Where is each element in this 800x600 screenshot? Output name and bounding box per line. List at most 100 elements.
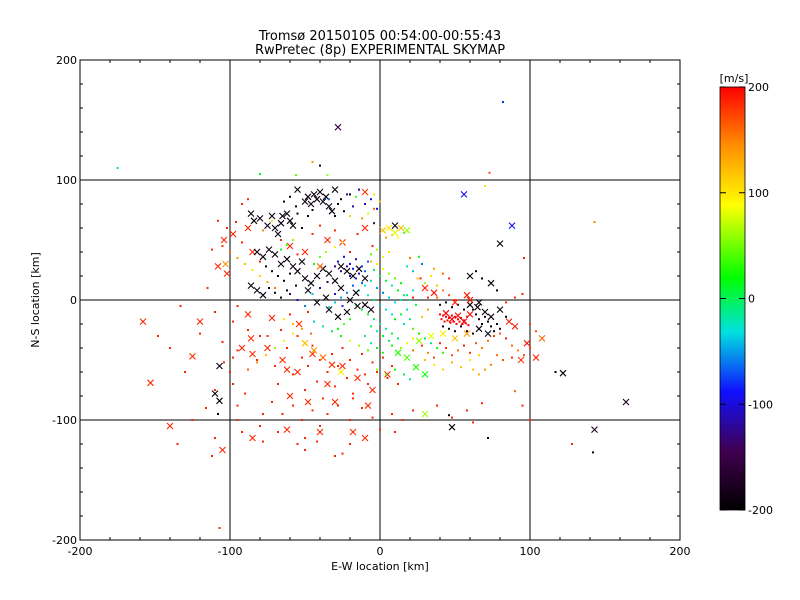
data-point-dot: [292, 332, 294, 335]
data-point-cross: [442, 309, 450, 317]
data-point-dot: [116, 167, 119, 169]
data-point-dot: [391, 332, 393, 335]
data-point-dot: [481, 323, 483, 325]
data-point-cross: [328, 361, 336, 369]
data-point-dot: [340, 296, 342, 299]
data-point-dot: [241, 431, 243, 433]
data-point-dot: [412, 327, 414, 330]
data-point-dot: [370, 253, 372, 256]
data-point-dot: [326, 371, 329, 373]
data-point-dot: [487, 339, 489, 342]
data-point-dot: [391, 344, 393, 347]
data-point-dot: [481, 402, 483, 405]
data-point-cross: [384, 371, 391, 378]
data-point-dot: [454, 299, 456, 301]
data-point-dot: [313, 320, 315, 323]
data-point-dot: [451, 361, 453, 364]
y-tick-label: -200: [52, 534, 77, 547]
colorbar-tick-label: 100: [748, 187, 769, 200]
data-point-dot: [266, 335, 269, 337]
data-point-dot: [319, 164, 321, 167]
data-point-dot: [460, 325, 462, 328]
data-point-dot: [289, 313, 291, 316]
data-point-cross: [307, 200, 315, 208]
data-point-dot: [316, 440, 318, 443]
data-point-dot: [385, 373, 387, 376]
data-point-dot: [356, 368, 359, 371]
data-point-dot: [205, 407, 207, 409]
data-point-cross: [325, 306, 333, 313]
data-point-dot: [406, 308, 408, 311]
data-point-dot: [346, 291, 348, 294]
data-point-dot: [529, 347, 531, 349]
data-point-cross: [274, 230, 282, 238]
data-point-cross: [220, 236, 228, 244]
x-tick-label: 100: [520, 545, 541, 558]
data-point-cross: [448, 423, 456, 431]
data-point-dot: [349, 339, 351, 342]
data-point-dot: [421, 344, 423, 347]
colorbar-label: [m/s]: [720, 72, 749, 85]
data-point-dot: [472, 368, 474, 371]
data-point-dot: [355, 277, 357, 280]
colorbar-ticks: -200 -100 0 100 200: [720, 81, 773, 517]
data-point-dot: [341, 305, 344, 307]
data-point-dot: [394, 277, 396, 280]
data-point-dot: [502, 101, 504, 103]
data-point-dot: [467, 324, 470, 327]
data-point-dot: [373, 269, 375, 271]
data-point-dot: [361, 282, 363, 285]
chart-subtitle: RwPretec (8p) EXPERIMENTAL SKYMAP: [255, 43, 505, 58]
data-point-cross: [412, 363, 420, 371]
data-point-dot: [292, 404, 294, 407]
data-point-cross: [316, 188, 324, 196]
data-point-dot: [199, 332, 201, 335]
data-point-dot: [349, 193, 351, 196]
data-point-dot: [373, 299, 375, 301]
data-point-dot: [211, 248, 213, 251]
data-point-cross: [223, 270, 231, 277]
data-point-cross: [313, 299, 321, 306]
data-point-cross: [354, 302, 361, 310]
data-point-dot: [412, 289, 414, 292]
data-point-dot: [388, 272, 390, 275]
data-point-dot: [367, 383, 369, 385]
data-point-dot: [436, 284, 438, 287]
data-point-cross: [283, 255, 291, 263]
data-point-cross: [369, 386, 376, 394]
data-point-cross: [439, 330, 447, 337]
data-point-cross: [301, 275, 309, 282]
data-point-dot: [391, 284, 393, 287]
data-point-dot: [352, 267, 354, 270]
data-point-dot: [352, 392, 354, 395]
data-point-dot: [292, 373, 294, 376]
data-point-dot: [418, 332, 420, 335]
data-point-dot: [452, 320, 455, 323]
data-point-dot: [241, 241, 243, 244]
data-point-dot: [430, 275, 432, 277]
data-point-cross: [277, 260, 285, 268]
data-point-dot: [319, 425, 321, 427]
data-point-dot: [286, 347, 288, 349]
data-point-dot: [436, 404, 438, 407]
data-point-dot: [310, 332, 312, 335]
data-point-dot: [319, 224, 321, 227]
data-point-cross: [466, 296, 474, 304]
data-point-dot: [307, 311, 309, 313]
data-point-cross: [247, 210, 255, 217]
x-tick-label: -200: [68, 545, 93, 558]
data-point-dot: [373, 193, 375, 196]
data-point-dot: [289, 195, 291, 198]
data-point-dot: [328, 198, 330, 201]
data-point-dot: [277, 431, 279, 433]
data-point-cross: [508, 222, 516, 229]
data-point-dot: [371, 416, 374, 419]
data-point-cross: [259, 253, 267, 261]
data-point-dot: [274, 347, 276, 349]
data-point-dot: [442, 368, 444, 371]
data-point-dot: [326, 413, 329, 415]
data-point-dot: [337, 260, 339, 263]
data-point-dot: [394, 431, 396, 433]
data-point-dot: [343, 255, 345, 258]
data-point-dot: [223, 361, 225, 364]
